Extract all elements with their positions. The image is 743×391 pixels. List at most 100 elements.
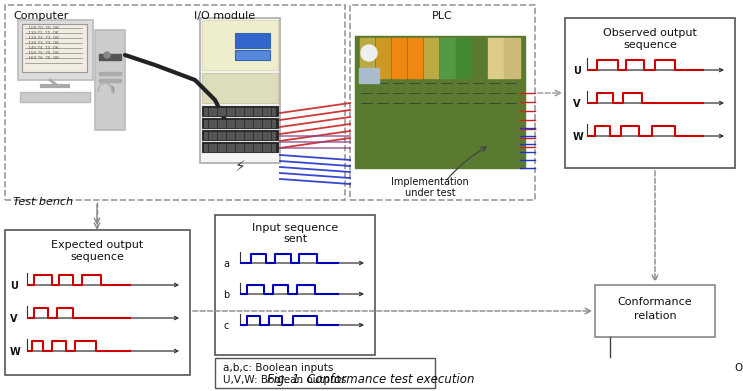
- Bar: [244, 108, 247, 115]
- Bar: [231, 132, 234, 139]
- Bar: [200, 18, 280, 163]
- Text: PLC: PLC: [432, 11, 452, 21]
- Bar: [244, 132, 247, 139]
- Bar: [236, 120, 239, 127]
- Text: V: V: [573, 99, 580, 109]
- Bar: [360, 38, 374, 78]
- Text: 110 71  71  OK: 110 71 71 OK: [26, 31, 59, 35]
- Bar: [472, 38, 488, 78]
- Bar: [240, 108, 243, 115]
- Bar: [359, 68, 379, 83]
- Bar: [253, 120, 256, 127]
- Text: OK or KO: OK or KO: [735, 363, 743, 373]
- Bar: [204, 108, 207, 115]
- Text: Fig. 1. Conformance test execution: Fig. 1. Conformance test execution: [267, 373, 475, 386]
- Bar: [236, 108, 239, 115]
- Bar: [99, 72, 121, 75]
- Bar: [267, 108, 270, 115]
- Text: a: a: [223, 259, 229, 269]
- Bar: [408, 38, 422, 78]
- Bar: [258, 132, 261, 139]
- Bar: [202, 20, 278, 70]
- Bar: [99, 54, 121, 60]
- Bar: [488, 38, 504, 78]
- Bar: [424, 38, 438, 78]
- Text: 150 75  75  OK: 150 75 75 OK: [26, 51, 59, 55]
- Bar: [202, 142, 278, 152]
- Text: b: b: [223, 290, 230, 300]
- Bar: [267, 132, 270, 139]
- Bar: [227, 132, 230, 139]
- Text: U: U: [573, 66, 581, 76]
- Bar: [209, 108, 212, 115]
- Text: U,V,W: Boolean outputs: U,V,W: Boolean outputs: [223, 375, 346, 385]
- Bar: [213, 144, 216, 151]
- Bar: [235, 50, 270, 60]
- Bar: [456, 38, 472, 78]
- Text: 130 73  73  OK: 130 73 73 OK: [26, 41, 59, 45]
- Bar: [204, 144, 207, 151]
- Bar: [22, 24, 87, 72]
- Bar: [218, 120, 221, 127]
- Text: under test: under test: [405, 188, 455, 198]
- Bar: [376, 38, 390, 78]
- Bar: [262, 132, 265, 139]
- Bar: [202, 106, 278, 116]
- Bar: [504, 38, 520, 78]
- Bar: [244, 120, 247, 127]
- Bar: [262, 120, 265, 127]
- Bar: [227, 144, 230, 151]
- Bar: [240, 132, 243, 139]
- Bar: [218, 132, 221, 139]
- Bar: [355, 36, 383, 156]
- Text: sequence: sequence: [70, 252, 124, 262]
- Bar: [209, 132, 212, 139]
- Text: U: U: [10, 281, 18, 291]
- Text: V: V: [10, 314, 18, 324]
- Text: Test bench: Test bench: [13, 197, 73, 207]
- Bar: [235, 33, 270, 48]
- Bar: [271, 120, 274, 127]
- Bar: [249, 108, 252, 115]
- Bar: [215, 358, 435, 388]
- Bar: [595, 285, 715, 337]
- Bar: [262, 144, 265, 151]
- Bar: [262, 108, 265, 115]
- Text: sent: sent: [283, 234, 307, 244]
- Bar: [5, 230, 190, 375]
- Text: 140 74  74  OK: 140 74 74 OK: [26, 46, 59, 50]
- Bar: [236, 144, 239, 151]
- Bar: [271, 132, 274, 139]
- Bar: [215, 215, 375, 355]
- Bar: [258, 120, 261, 127]
- Bar: [218, 108, 221, 115]
- Ellipse shape: [98, 83, 112, 101]
- Text: Input sequence: Input sequence: [252, 223, 338, 233]
- Bar: [99, 79, 121, 82]
- Text: Observed output: Observed output: [603, 28, 697, 38]
- Bar: [231, 120, 234, 127]
- Bar: [565, 18, 735, 168]
- Bar: [271, 108, 274, 115]
- Text: sequence: sequence: [623, 40, 677, 50]
- Text: Computer: Computer: [13, 11, 68, 21]
- Bar: [209, 144, 212, 151]
- Bar: [249, 132, 252, 139]
- Bar: [240, 144, 243, 151]
- Bar: [5, 5, 345, 200]
- Bar: [249, 120, 252, 127]
- Bar: [267, 120, 270, 127]
- Bar: [202, 130, 278, 140]
- Bar: [222, 144, 225, 151]
- Text: a,b,c: Boolean inputs: a,b,c: Boolean inputs: [223, 363, 334, 373]
- Bar: [218, 144, 221, 151]
- Bar: [249, 144, 252, 151]
- Bar: [392, 38, 406, 78]
- Text: W: W: [573, 132, 584, 142]
- Bar: [258, 144, 261, 151]
- Bar: [202, 73, 278, 103]
- Bar: [271, 144, 274, 151]
- Bar: [227, 108, 230, 115]
- Bar: [18, 20, 93, 80]
- Bar: [227, 120, 230, 127]
